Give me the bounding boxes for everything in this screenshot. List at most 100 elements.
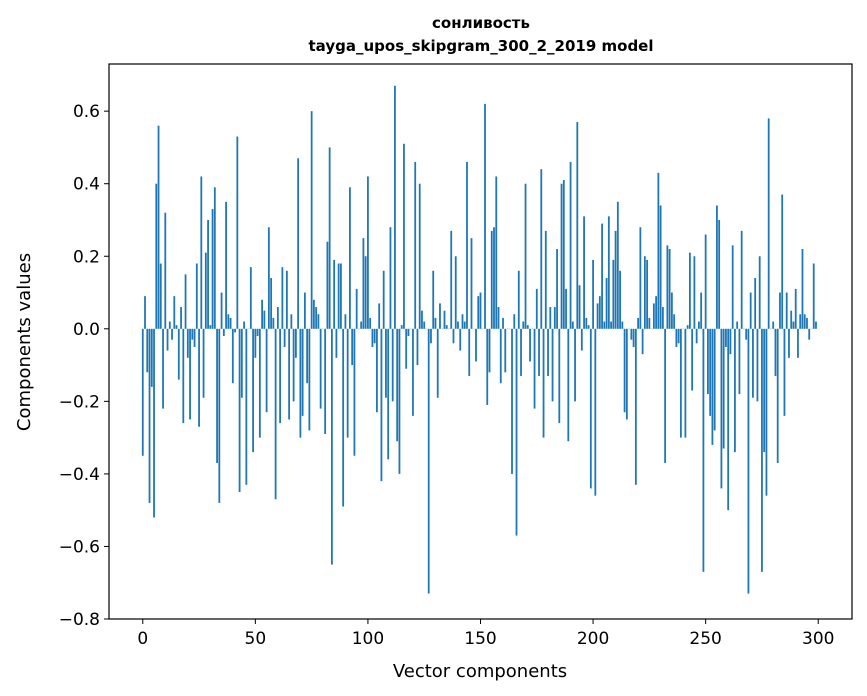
bar [193, 328, 196, 347]
bar [256, 328, 259, 337]
bar [529, 328, 531, 362]
bar [731, 245, 734, 329]
bar [213, 187, 216, 329]
bar [616, 201, 619, 329]
y-axis-ticks: −0.8 −0.6 −0.4 −0.2 0.0 0.2 0.4 0.6 [59, 102, 109, 630]
bar [373, 328, 376, 344]
bar [806, 317, 808, 329]
bar [767, 118, 770, 329]
bar [511, 328, 513, 474]
bar [709, 328, 712, 416]
bar [547, 328, 549, 376]
bar [301, 328, 304, 416]
bar [495, 176, 498, 329]
bar [648, 317, 651, 329]
bar [436, 328, 439, 398]
bar [736, 321, 739, 329]
bar [468, 328, 471, 376]
bar [716, 205, 718, 329]
bar [294, 328, 297, 358]
bar [443, 310, 446, 329]
bar [634, 328, 637, 485]
chart-subtitle: tayga_upos_skipgram_300_2_2019 model [309, 37, 654, 55]
bar [331, 328, 333, 565]
bar [623, 328, 626, 413]
bar [367, 176, 369, 329]
bar [673, 314, 676, 329]
bar [434, 317, 437, 329]
bar [540, 169, 543, 329]
bar [394, 85, 396, 329]
bar [643, 256, 646, 329]
bar [776, 328, 779, 464]
bar [486, 328, 489, 405]
x-tick-label: 150 [464, 629, 496, 649]
bar [220, 292, 223, 329]
x-axis-label: Vector components [393, 661, 567, 682]
bar [666, 245, 669, 329]
bar [439, 303, 441, 329]
bar [646, 259, 649, 329]
bar [349, 187, 351, 329]
bar [587, 325, 590, 329]
bar [342, 328, 345, 507]
x-tick-label: 100 [352, 629, 384, 649]
bar [583, 216, 585, 329]
bar [718, 219, 721, 329]
bar [580, 328, 583, 351]
bar [238, 328, 241, 493]
bar [173, 296, 176, 329]
bar [520, 328, 522, 376]
bar [756, 328, 759, 402]
bar [270, 278, 273, 329]
bar [560, 183, 563, 329]
bar [396, 328, 399, 442]
bar [189, 328, 191, 420]
bar [517, 270, 520, 329]
bar [337, 263, 340, 329]
bar [450, 230, 453, 329]
bar [387, 328, 390, 460]
bar [569, 161, 572, 329]
y-tick-label: 0.6 [73, 102, 100, 122]
bar [720, 328, 723, 489]
bar [279, 328, 282, 424]
bar [461, 314, 464, 329]
bar [159, 263, 162, 329]
y-tick-label: 0.0 [73, 320, 100, 340]
bar [385, 328, 387, 398]
bar [792, 321, 795, 329]
x-tick-label: 200 [577, 629, 609, 649]
bar [211, 209, 214, 329]
bar [180, 307, 182, 329]
bar [252, 328, 254, 453]
bar [166, 328, 169, 351]
bar [695, 328, 698, 344]
bar [346, 328, 349, 438]
bar [711, 328, 714, 445]
bar [243, 321, 245, 329]
bar [454, 256, 457, 329]
bar [702, 328, 705, 572]
bar [571, 321, 574, 329]
bar [691, 328, 694, 391]
bar [364, 256, 367, 329]
bar [198, 328, 200, 427]
bar [526, 325, 529, 329]
x-tick-label: 300 [802, 629, 834, 649]
bar [369, 317, 372, 329]
bar [398, 328, 401, 474]
bar [459, 328, 462, 351]
bar [698, 321, 700, 329]
bar [700, 292, 703, 329]
bar [668, 249, 671, 329]
bar [272, 317, 275, 329]
bar [515, 328, 518, 536]
bar [637, 317, 640, 329]
bar [738, 328, 741, 395]
bar [558, 328, 561, 424]
bar [283, 328, 286, 347]
bar [538, 328, 540, 376]
bar [605, 278, 608, 329]
